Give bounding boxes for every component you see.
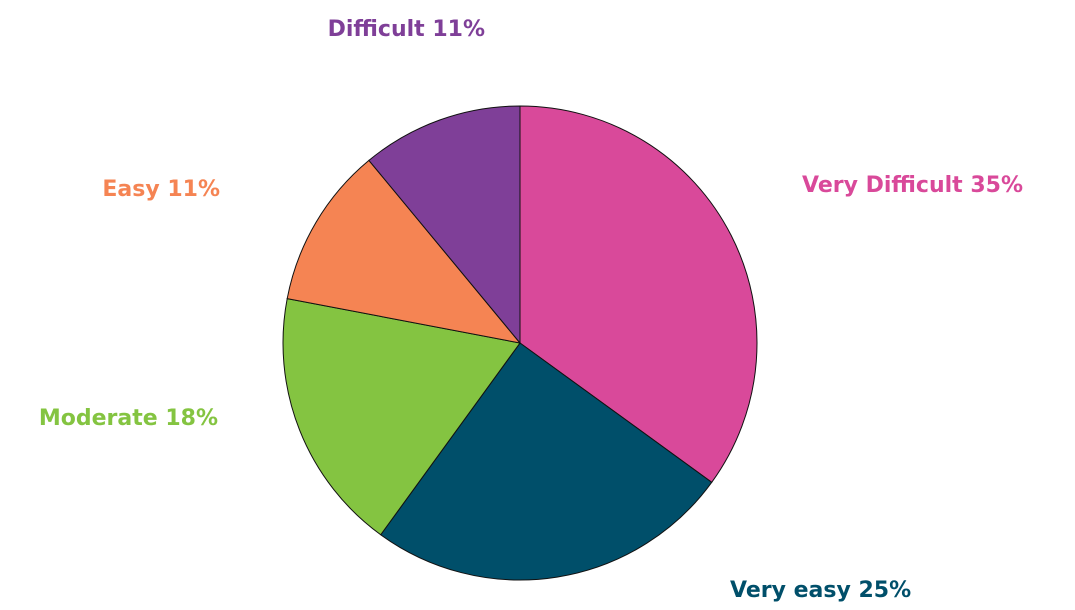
pie-slice — [368, 105, 521, 345]
slice-label: Moderate 18% — [39, 406, 218, 431]
pie-slice — [519, 105, 758, 484]
slice-label: Easy 11% — [102, 177, 220, 202]
slice-label: Very Difficult 35% — [802, 173, 1023, 198]
slice-label: Difficult 11% — [328, 17, 485, 42]
pie-slice — [286, 159, 522, 344]
pie-slice — [379, 342, 713, 581]
slice-label: Very easy 25% — [730, 578, 911, 603]
pie-slice — [282, 298, 521, 536]
